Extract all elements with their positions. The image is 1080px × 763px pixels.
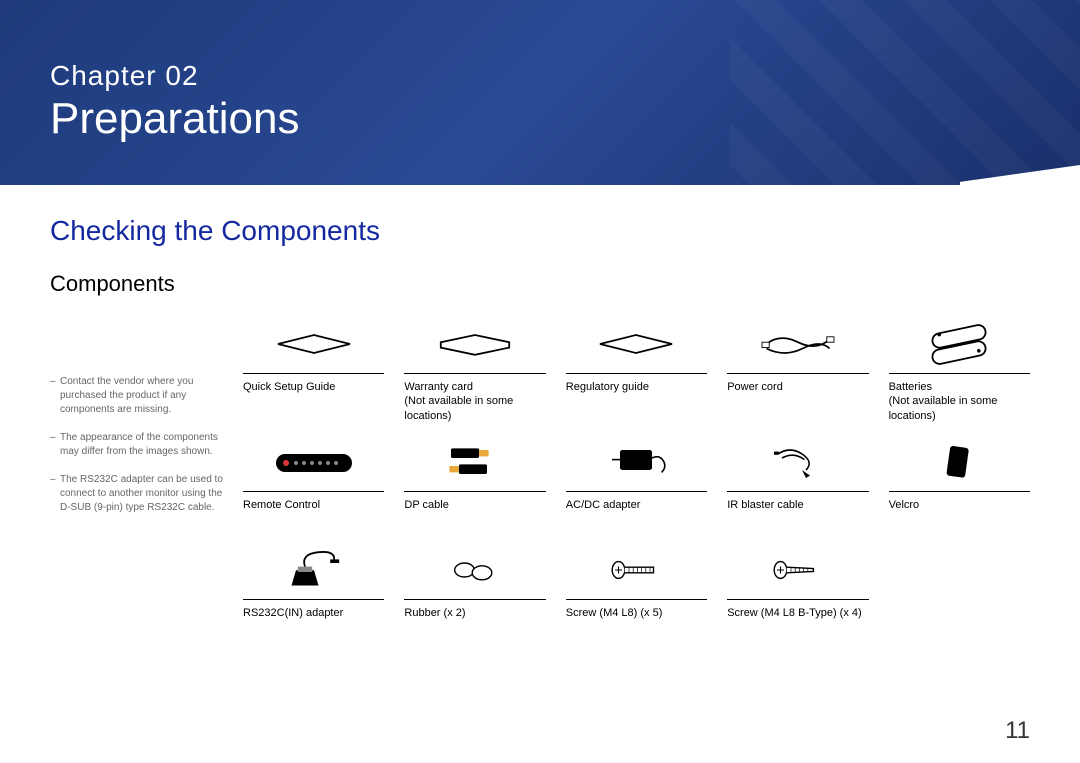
page-content: Checking the Components Components Conta… xyxy=(0,185,1080,639)
note-item: The RS232C adapter can be used to connec… xyxy=(50,473,225,515)
page-number: 11 xyxy=(1005,717,1030,745)
cord-icon xyxy=(727,315,868,373)
chapter-label: Chapter 02 xyxy=(50,60,1030,92)
component-label: Velcro xyxy=(889,491,1030,531)
batteries-icon xyxy=(889,315,1030,373)
component-label: AC/DC adapter xyxy=(566,491,707,531)
component-remote-control: Remote Control xyxy=(243,433,384,531)
screw-icon xyxy=(566,541,707,599)
adapter-icon xyxy=(566,433,707,491)
ir-cable-icon xyxy=(727,433,868,491)
subsection-title: Components xyxy=(50,271,1030,297)
note-item: Contact the vendor where you purchased t… xyxy=(50,375,225,417)
guide-icon xyxy=(243,315,384,373)
component-label: Batteries (Not available in some locatio… xyxy=(889,373,1030,423)
velcro-icon xyxy=(889,433,1030,491)
screw-icon xyxy=(727,541,868,599)
component-screw-m4l8-btype: Screw (M4 L8 B-Type) (x 4) xyxy=(727,541,868,639)
note-item: The appearance of the components may dif… xyxy=(50,431,225,459)
component-label: Regulatory guide xyxy=(566,373,707,413)
empty-cell xyxy=(889,541,1030,639)
components-grid: Quick Setup Guide Warranty card (Not ava… xyxy=(243,315,1030,639)
component-regulatory-guide: Regulatory guide xyxy=(566,315,707,423)
component-label: Screw (M4 L8 B-Type) (x 4) xyxy=(727,599,868,639)
component-power-cord: Power cord xyxy=(727,315,868,423)
remote-icon xyxy=(243,433,384,491)
component-rubber: Rubber (x 2) xyxy=(404,541,545,639)
component-batteries: Batteries (Not available in some locatio… xyxy=(889,315,1030,423)
card-icon xyxy=(404,315,545,373)
main-layout: Contact the vendor where you purchased t… xyxy=(50,315,1030,639)
component-label: RS232C(IN) adapter xyxy=(243,599,384,639)
component-ac-dc-adapter: AC/DC adapter xyxy=(566,433,707,531)
component-label: DP cable xyxy=(404,491,545,531)
component-label: Power cord xyxy=(727,373,868,413)
component-screw-m4l8: Screw (M4 L8) (x 5) xyxy=(566,541,707,639)
component-quick-setup-guide: Quick Setup Guide xyxy=(243,315,384,423)
component-warranty-card: Warranty card (Not available in some loc… xyxy=(404,315,545,423)
chapter-title: Preparations xyxy=(50,94,1030,144)
component-label: IR blaster cable xyxy=(727,491,868,531)
component-label: Quick Setup Guide xyxy=(243,373,384,413)
component-velcro: Velcro xyxy=(889,433,1030,531)
component-label: Warranty card (Not available in some loc… xyxy=(404,373,545,423)
component-label: Remote Control xyxy=(243,491,384,531)
rubber-icon xyxy=(404,541,545,599)
section-title: Checking the Components xyxy=(50,215,1030,247)
chapter-banner: Chapter 02 Preparations xyxy=(0,0,1080,185)
sidebar-notes: Contact the vendor where you purchased t… xyxy=(50,315,225,639)
component-rs232c-adapter: RS232C(IN) adapter xyxy=(243,541,384,639)
component-label: Rubber (x 2) xyxy=(404,599,545,639)
rs232c-icon xyxy=(243,541,384,599)
component-ir-blaster-cable: IR blaster cable xyxy=(727,433,868,531)
dp-cable-icon xyxy=(404,433,545,491)
guide-icon xyxy=(566,315,707,373)
component-label: Screw (M4 L8) (x 5) xyxy=(566,599,707,639)
component-dp-cable: DP cable xyxy=(404,433,545,531)
